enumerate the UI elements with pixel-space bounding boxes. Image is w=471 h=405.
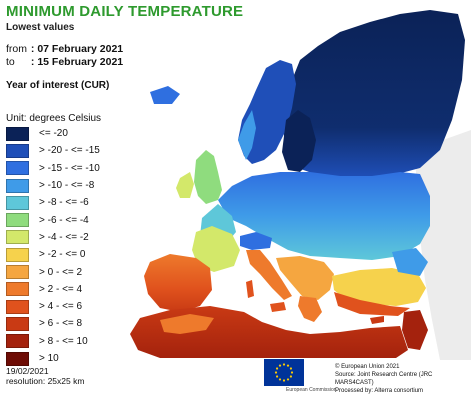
legend-swatch	[6, 282, 29, 297]
region-alps	[240, 232, 272, 250]
region-great-britain	[194, 150, 222, 204]
legend-label: > 0 - <= 2	[39, 266, 83, 278]
legend-row: > 4 - <= 6	[6, 298, 100, 315]
legend-swatch	[6, 247, 29, 262]
map-subtitle: Lowest values	[6, 22, 75, 33]
region-cyprus	[370, 316, 384, 324]
eu-star-icon	[286, 364, 290, 367]
legend-label: > -6 - <= -4	[39, 214, 89, 226]
legend-swatch	[6, 178, 29, 193]
legend-swatch	[6, 213, 29, 228]
region-turkey	[332, 268, 426, 306]
region-turkey-coast	[334, 292, 410, 316]
legend-row: > 8 - <= 10	[6, 333, 100, 350]
legend-label: > -8 - <= -6	[39, 197, 89, 209]
period-from-value: : 07 February 2021	[30, 43, 124, 55]
legend-row: > -15 - <= -10	[6, 160, 100, 177]
legend-row: > -8 - <= -6	[6, 194, 100, 211]
legend-swatch	[6, 230, 29, 245]
eu-star-icon	[274, 371, 278, 374]
footer-right: © European Union 2021 Source: Joint Rese…	[335, 363, 471, 395]
no-data-area-east	[415, 130, 471, 360]
eu-star-icon	[289, 367, 293, 370]
footer-left: 19/02/2021 resolution: 25x25 km	[6, 366, 84, 386]
region-caucasus	[392, 248, 428, 276]
legend-row: <= -20	[6, 125, 100, 142]
period-from-label: from	[6, 43, 27, 55]
region-iberia	[144, 254, 212, 312]
region-norway-coast	[238, 110, 256, 160]
legend-swatch	[6, 316, 29, 331]
legend-row: > 6 - <= 8	[6, 315, 100, 332]
legend-swatch	[6, 265, 29, 280]
legend-swatch	[6, 351, 29, 366]
region-iceland	[150, 86, 180, 104]
region-finland-baltics	[282, 110, 316, 172]
legend-unit: Unit: degrees Celsius	[6, 113, 102, 124]
eu-star-icon	[290, 371, 294, 374]
legend-label: > 4 - <= 6	[39, 301, 83, 313]
legend-row: > 0 - <= 2	[6, 263, 100, 280]
legend-swatch	[6, 195, 29, 210]
eu-star-icon	[278, 378, 282, 381]
legend-label: <= -20	[39, 128, 68, 140]
period-from: from : 07 February 2021	[6, 43, 123, 55]
legend-row: > -10 - <= -8	[6, 177, 100, 194]
processed-text: Processed by: Alterra consortium	[335, 388, 424, 394]
issue-date: 19/02/2021	[6, 366, 49, 376]
region-atlas	[160, 314, 214, 334]
legend-row: > -4 - <= -2	[6, 229, 100, 246]
legend-swatch	[6, 126, 29, 141]
legend-label: > 6 - <= 8	[39, 318, 83, 330]
region-northern-russia	[282, 10, 465, 178]
source-text: Source: Joint Research Centre (JRC MARS4…	[335, 372, 433, 386]
legend-swatch	[6, 334, 29, 349]
region-levant	[402, 310, 428, 350]
eu-star-icon	[282, 363, 286, 366]
eu-star-icon	[275, 375, 279, 378]
legend-label: > 2 - <= 4	[39, 283, 83, 295]
legend-label: > 10	[39, 353, 59, 364]
legend-swatch	[6, 161, 29, 176]
eu-star-icon	[282, 379, 286, 382]
eu-star-icon	[275, 367, 279, 370]
legend-label: > -4 - <= -2	[39, 231, 89, 243]
region-ireland	[176, 172, 194, 198]
eu-star-icon	[286, 378, 290, 381]
legend-label: > -2 - <= 0	[39, 249, 86, 261]
legend-label: > -20 - <= -15	[39, 145, 100, 157]
region-sicily	[270, 302, 286, 312]
legend-row: > -20 - <= -15	[6, 142, 100, 159]
legend-label: > -15 - <= -10	[39, 162, 100, 174]
region-france	[192, 226, 240, 272]
eu-star-icon	[278, 364, 282, 367]
region-greece	[298, 296, 322, 322]
period-to-value: : 15 February 2021	[30, 56, 124, 68]
legend-row: > 2 - <= 4	[6, 281, 100, 298]
region-sardinia	[246, 280, 254, 298]
legend-swatch	[6, 299, 29, 314]
legend: <= -20 > -20 - <= -15 > -15 - <= -10 > -10 …	[6, 125, 100, 367]
legend-row: > -2 - <= 0	[6, 246, 100, 263]
legend-swatch	[6, 143, 29, 158]
period-to-label: to	[6, 56, 15, 68]
legend-label: > -10 - <= -8	[39, 180, 95, 192]
legend-row: > -6 - <= -4	[6, 211, 100, 228]
map-title: MINIMUM DAILY TEMPERATURE	[6, 3, 244, 20]
eu-flag-logo	[264, 359, 304, 386]
year-of-interest: Year of interest (CUR)	[6, 80, 110, 91]
resolution-text: resolution: 25x25 km	[6, 376, 85, 386]
eu-logo-text: European Commission	[286, 387, 337, 393]
eu-star-icon	[289, 375, 293, 378]
legend-label: > 8 - <= 10	[39, 335, 88, 347]
region-italy	[246, 250, 292, 300]
copyright-text: © European Union 2021	[335, 364, 400, 370]
legend-row: > 10	[6, 350, 100, 367]
region-balkans	[276, 256, 334, 300]
period-to: to : 15 February 2021	[6, 56, 123, 68]
